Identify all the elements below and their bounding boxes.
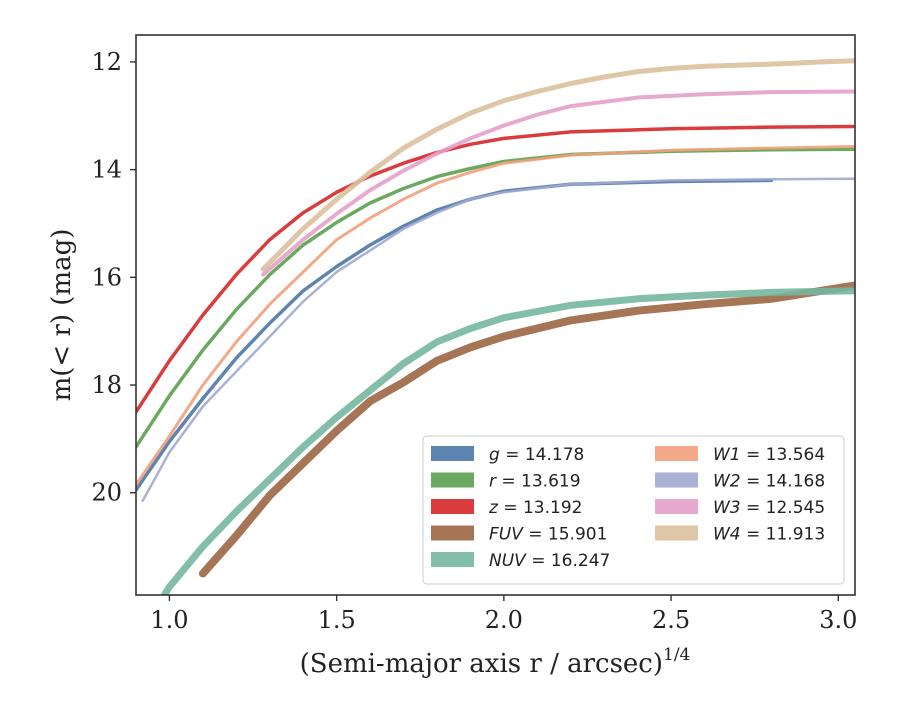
- legend-item-w4: W4 = 11.913: [655, 525, 825, 545]
- x-tick-label: 3.0: [819, 606, 857, 634]
- legend: g = 14.178 r = 13.619 z = 13.192 FUV = 15.9…: [422, 435, 845, 585]
- ticks-layer: 1.0 1.5 2.0 2.5 3.0 12 14 16 18 20: [91, 48, 857, 634]
- series-line-w1: [136, 145, 855, 487]
- legend-swatch: [655, 499, 698, 514]
- legend-item-r: r = 13.619: [431, 472, 581, 492]
- legend-swatch: [655, 446, 698, 461]
- legend-item-fuv: FUV = 15.901: [431, 525, 607, 545]
- legend-label: W1 = 13.564: [713, 445, 825, 465]
- x-tick-label: 1.0: [150, 606, 188, 634]
- legend-swatch: [431, 525, 474, 541]
- legend-swatch: [431, 472, 474, 488]
- x-tick-label: 1.5: [318, 606, 356, 634]
- y-tick-label: 12: [91, 48, 122, 76]
- x-tick-label: 2.0: [485, 606, 523, 634]
- plot-frame: [135, 34, 856, 596]
- y-tick-label: 20: [91, 479, 122, 507]
- series-line-fuv: [198, 281, 855, 578]
- legend-item-w2: W2 = 14.168: [655, 472, 825, 492]
- series-line-w2: [141, 177, 855, 503]
- legend-swatch: [431, 446, 474, 461]
- y-tick-label: 18: [91, 371, 122, 399]
- legend-item-z: z = 13.192: [431, 498, 582, 518]
- y-tick-label: 14: [91, 156, 122, 184]
- y-tick-label: 16: [91, 263, 122, 291]
- legend-label: z = 13.192: [488, 498, 582, 518]
- legend-label: W4 = 11.913: [713, 525, 825, 545]
- series-line-w4: [260, 58, 855, 272]
- legend-label: FUV = 15.901: [489, 525, 607, 545]
- series-line-w3: [261, 89, 855, 277]
- legend-item-w3: W3 = 12.545: [655, 498, 825, 518]
- legend-label: r = 13.619: [489, 472, 581, 492]
- legend-item-g: g = 14.178: [431, 445, 584, 465]
- legend-swatch: [655, 472, 698, 488]
- legend-swatch: [431, 552, 474, 567]
- y-axis-label: m(< r) (mag): [47, 229, 77, 402]
- series-layer: [136, 58, 855, 595]
- legend-label: W3 = 12.545: [713, 498, 825, 518]
- legend-swatch: [655, 525, 698, 541]
- legend-swatch: [431, 499, 474, 514]
- legend-box: [422, 435, 845, 585]
- x-axis-label-exponent: 1/4: [663, 645, 690, 665]
- series-line-z: [136, 124, 855, 414]
- legend-items: g = 14.178 r = 13.619 z = 13.192 FUV = 15.9…: [431, 445, 825, 571]
- legend-item-w1: W1 = 13.564: [655, 445, 825, 465]
- legend-label: NUV = 16.247: [489, 551, 610, 571]
- series-line-nuv: [160, 287, 855, 595]
- x-axis-label-main: (Semi-major axis r / arcsec): [300, 649, 663, 679]
- x-tick-label: 2.5: [652, 606, 690, 634]
- legend-item-nuv: NUV = 16.247: [431, 551, 610, 571]
- legend-label: W2 = 14.168: [713, 472, 825, 492]
- legend-label: g = 14.178: [489, 445, 584, 465]
- x-axis-label: (Semi-major axis r / arcsec)1/4: [300, 645, 691, 679]
